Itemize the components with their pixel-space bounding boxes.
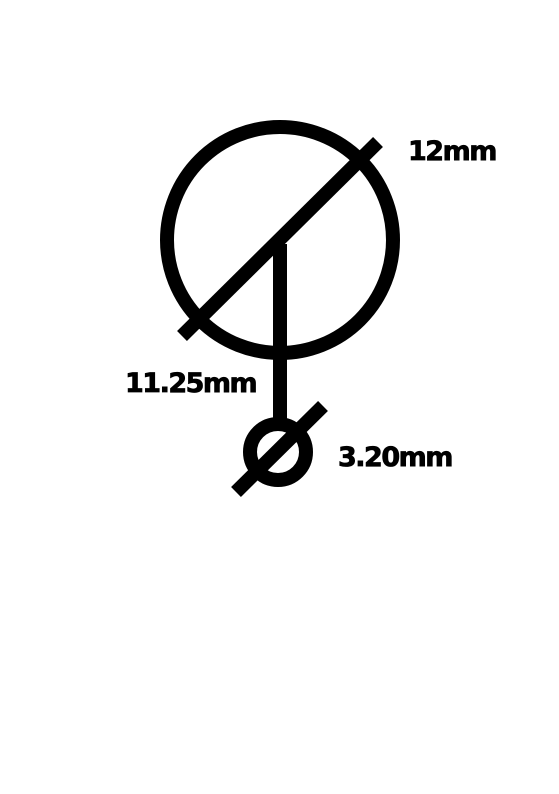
- small-diameter-circle: [243, 417, 313, 487]
- large-diameter-slash: [177, 137, 383, 341]
- small-diameter-label: 3.20mm: [338, 442, 452, 473]
- large-diameter-label: 12mm: [408, 136, 496, 167]
- small-diameter-slash: [231, 401, 328, 497]
- stem-length-label: 11.25mm: [125, 368, 256, 399]
